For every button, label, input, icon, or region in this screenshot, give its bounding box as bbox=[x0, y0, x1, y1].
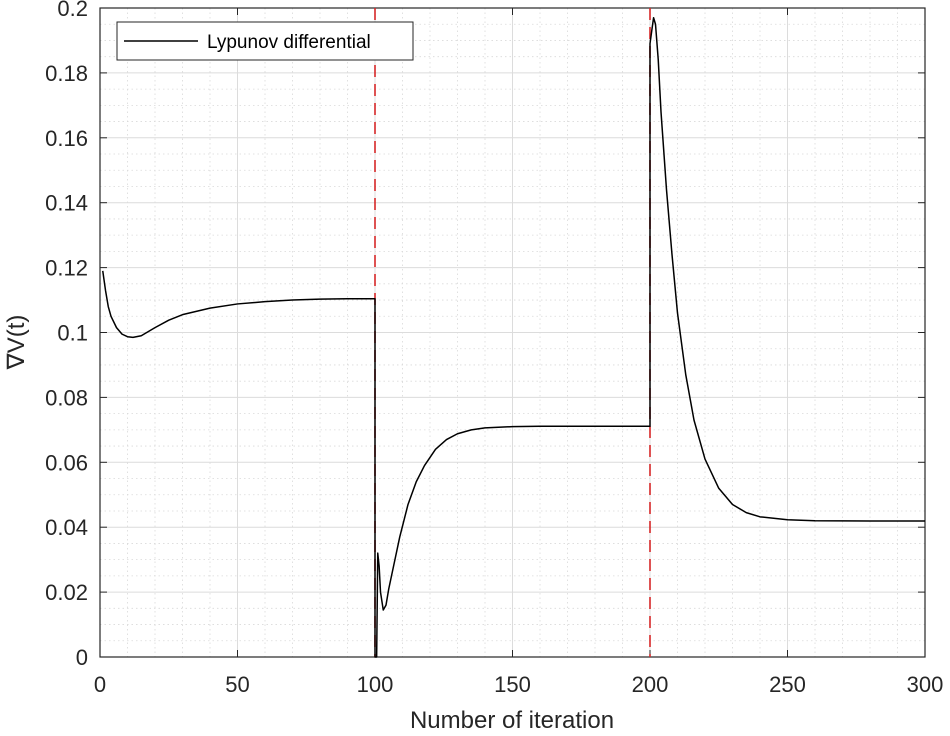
x-axis-title: Number of iteration bbox=[410, 707, 614, 734]
y-tick-label: 0.04 bbox=[45, 515, 88, 540]
x-tick-label: 0 bbox=[94, 672, 106, 697]
y-tick-label: 0.12 bbox=[45, 256, 88, 281]
y-tick-label: 0.06 bbox=[45, 450, 88, 475]
x-tick-label: 300 bbox=[907, 672, 944, 697]
x-tick-label: 100 bbox=[357, 672, 394, 697]
legend-label: Lypunov differential bbox=[207, 32, 371, 53]
y-tick-label: 0.08 bbox=[45, 385, 88, 410]
y-tick-labels: 0 0.02 0.04 0.06 0.08 0.1 0.12 0.14 0.16 0.18 0.2 bbox=[45, 0, 88, 670]
y-tick-label: 0.16 bbox=[45, 126, 88, 151]
y-tick-label: 0.14 bbox=[45, 191, 88, 216]
legend: Lypunov differential bbox=[116, 21, 414, 61]
x-tick-labels: 0 50 100 150 200 250 300 bbox=[94, 672, 943, 697]
x-tick-label: 200 bbox=[632, 672, 669, 697]
y-tick-label: 0.2 bbox=[57, 0, 88, 21]
y-tick-label: 0 bbox=[76, 645, 88, 670]
x-tick-label: 150 bbox=[494, 672, 531, 697]
y-axis-title: ∇V(t) bbox=[3, 315, 30, 371]
major-grid bbox=[100, 8, 925, 657]
y-tick-label: 0.18 bbox=[45, 61, 88, 86]
series-layer bbox=[102, 16, 925, 658]
y-tick-label: 0.1 bbox=[57, 321, 88, 346]
x-tick-label: 50 bbox=[225, 672, 249, 697]
series-line bbox=[102, 16, 925, 658]
x-tick-label: 250 bbox=[769, 672, 806, 697]
y-tick-label: 0.02 bbox=[45, 580, 88, 605]
